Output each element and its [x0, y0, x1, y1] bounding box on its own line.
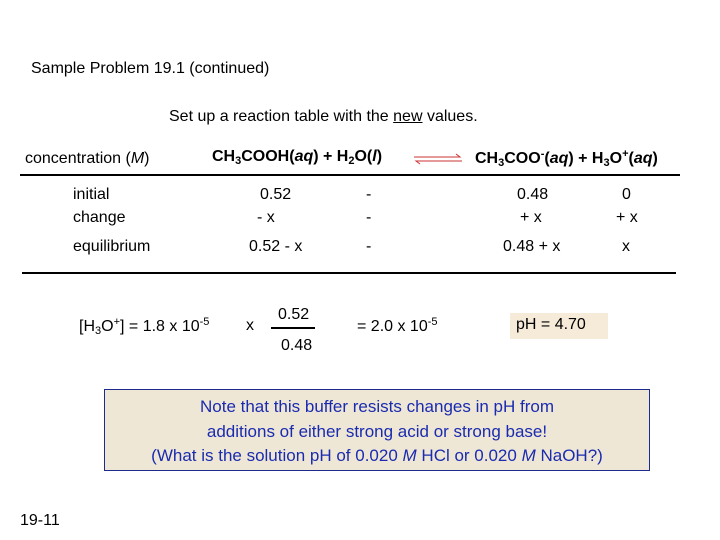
ph-result: pH = 4.70	[516, 316, 586, 333]
row-equilibrium-water: -	[366, 238, 372, 255]
note-molarity-2: M	[521, 446, 536, 465]
result-exponent: -5	[427, 316, 438, 328]
hydronium-expression: [H3O+] = 1.8 x 10-5	[79, 316, 209, 337]
note-line-2: additions of either strong acid or stron…	[206, 422, 548, 441]
result-mantissa: = 2.0 x 10	[357, 318, 428, 335]
lhs-value: ] = 1.8 x 10	[120, 318, 200, 335]
fraction-bar	[271, 327, 315, 329]
ph-result-highlight	[510, 313, 608, 339]
result-value: = 2.0 x 10-5	[357, 316, 438, 336]
row-equilibrium-base: 0.48 + x	[503, 238, 561, 255]
times-sign: x	[246, 317, 254, 334]
note-molarity-1: M	[402, 446, 417, 465]
lhs-open: [H	[79, 318, 95, 335]
fraction-denominator: 0.48	[281, 337, 313, 354]
equilibrium-arrows-icon	[414, 153, 462, 165]
instruction-suffix: values.	[422, 108, 478, 125]
table-bottom-rule	[22, 272, 676, 274]
row-initial-water: -	[366, 186, 372, 203]
row-equilibrium-label: equilibrium	[73, 238, 151, 255]
row-initial-label: initial	[73, 186, 110, 203]
lhs-oxygen: O	[101, 318, 114, 335]
note-line-1: Note that this buffer resists changes in…	[199, 397, 555, 416]
note-line-3-part-b: HCl or 0.020	[416, 446, 522, 465]
row-initial-h3o: 0	[622, 186, 631, 203]
row-equilibrium-acid: 0.52 - x	[249, 238, 303, 255]
instruction-prefix: Set up a reaction table with the	[169, 108, 394, 125]
concentration-label: concentration (M)	[25, 150, 150, 168]
fraction-numerator: 0.52	[278, 306, 310, 323]
lhs-subscript: 3	[95, 325, 102, 337]
row-change-label: change	[73, 209, 126, 226]
lhs-charge: +	[113, 316, 121, 328]
instruction-text: Set up a reaction table with the new val…	[169, 108, 478, 126]
reaction-products: CH3COO-(aq) + H3O+(aq)	[475, 148, 658, 169]
note-line-3-part-a: (What is the solution pH of 0.020	[151, 446, 403, 465]
slide-title: Sample Problem 19.1 (continued)	[31, 60, 270, 77]
lhs-exponent: -5	[199, 316, 210, 328]
row-initial-base: 0.48	[517, 186, 549, 203]
row-change-base: + x	[520, 209, 542, 226]
note-box	[104, 389, 650, 471]
note-line-3-part-c: NaOH?)	[535, 446, 603, 465]
header-rule	[20, 174, 680, 176]
row-change-water: -	[366, 209, 372, 226]
row-initial-acid: 0.52	[260, 186, 292, 203]
row-equilibrium-h3o: x	[622, 238, 630, 255]
concentration-unit: M	[130, 150, 145, 167]
row-change-acid: - x	[257, 209, 275, 226]
concentration-text: concentration (	[25, 150, 131, 167]
instruction-underlined-word: new	[393, 108, 423, 125]
concentration-close: )	[144, 150, 150, 167]
reaction-reactants: CH3COOH(aq) + H2O(l)	[212, 148, 383, 167]
note-line-3: (What is the solution pH of 0.020 M HCl …	[104, 446, 650, 466]
row-change-h3o: + x	[616, 209, 638, 226]
slide-number: 19-11	[20, 512, 60, 529]
